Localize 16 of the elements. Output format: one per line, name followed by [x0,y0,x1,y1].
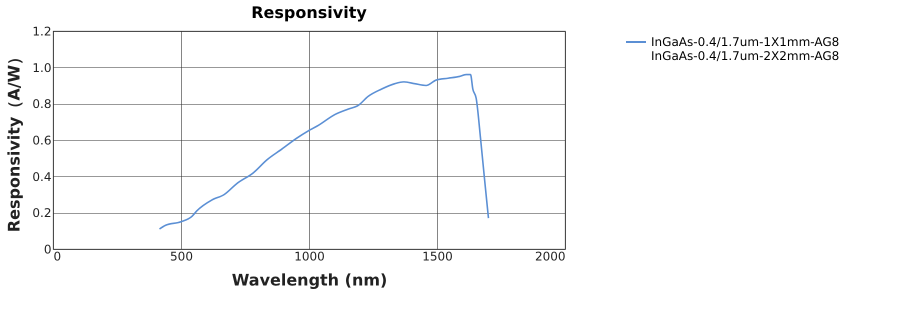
y-tick-label: 0.4 [32,170,52,184]
chart-title: Responsivity [251,3,368,22]
x-tick-label: 1500 [422,250,453,264]
line-series [158,74,490,230]
y-tick-label: 0.2 [32,206,52,220]
y-tick-label: 1.0 [32,60,52,75]
y-tick-label: 0.8 [32,97,52,112]
x-tick-label: 500 [170,250,193,264]
y-tick-label: 0.6 [32,134,52,148]
x-tick-label: 2000 [534,250,566,264]
y-tick-label: 1.2 [32,24,52,38]
y-axis-title: Responsivity（A/W） [4,48,24,232]
x-tick-label: 1000 [294,250,325,264]
x-tick-label: 0 [54,250,62,264]
legend-label: InGaAs-0.4/1.7um-1X1mm-AG8 InGaAs-0.4/1.7um-2X2mm-AG8 [651,35,840,63]
x-axis-title: Wavelength (nm) [232,270,388,290]
